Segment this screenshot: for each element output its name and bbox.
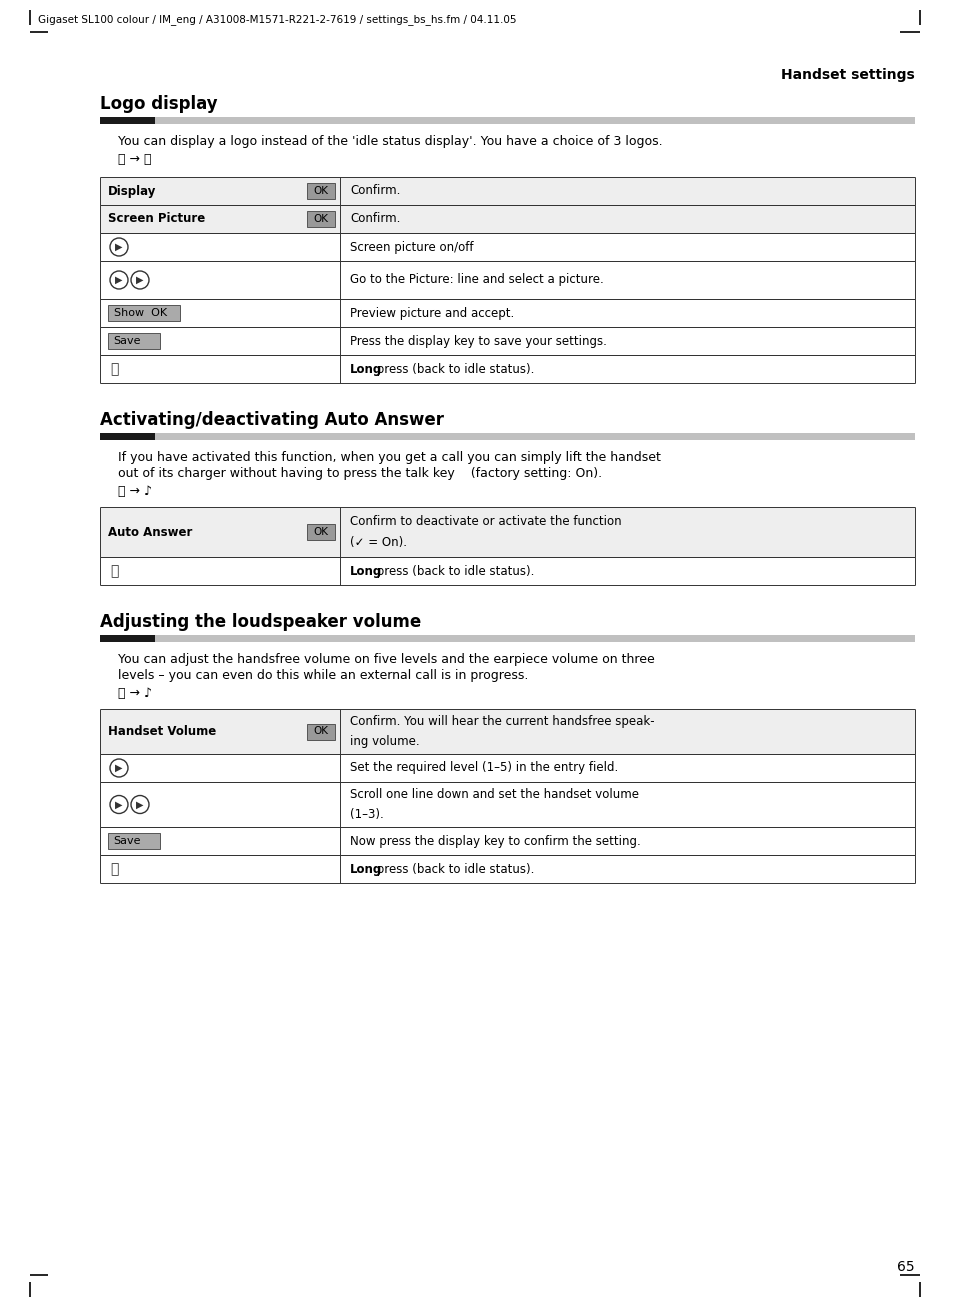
- Text: Save: Save: [112, 336, 140, 346]
- Text: Confirm.: Confirm.: [350, 184, 400, 197]
- Bar: [100, 356, 914, 383]
- Bar: [154, 635, 914, 642]
- Bar: [307, 524, 335, 540]
- Text: You can display a logo instead of the 'idle status display'. You have a choice o: You can display a logo instead of the 'i…: [118, 135, 662, 148]
- Text: You can adjust the handsfree volume on five levels and the earpiece volume on th: You can adjust the handsfree volume on f…: [118, 654, 654, 667]
- Text: Ⓐ → ♪: Ⓐ → ♪: [118, 485, 152, 498]
- Text: ▶: ▶: [115, 763, 123, 772]
- Text: Now press the display key to confirm the setting.: Now press the display key to confirm the…: [350, 834, 640, 847]
- Bar: [100, 233, 914, 261]
- Text: Gigaset SL100 colour / IM_eng / A31008-M1571-R221-2-7619 / settings_bs_hs.fm / 0: Gigaset SL100 colour / IM_eng / A31008-M…: [38, 14, 516, 25]
- Bar: [100, 261, 914, 299]
- Bar: [154, 118, 914, 124]
- Text: Long: Long: [350, 565, 382, 578]
- Text: press (back to idle status).: press (back to idle status).: [373, 565, 534, 578]
- Text: press (back to idle status).: press (back to idle status).: [373, 863, 534, 876]
- Text: levels – you can even do this while an external call is in progress.: levels – you can even do this while an e…: [118, 669, 528, 682]
- Text: Long: Long: [350, 863, 382, 876]
- Text: Save: Save: [112, 836, 140, 846]
- Text: Handset Volume: Handset Volume: [108, 725, 216, 738]
- Text: 📞: 📞: [110, 863, 118, 876]
- Text: ▶: ▶: [136, 800, 144, 809]
- Text: OK: OK: [314, 214, 328, 223]
- Text: ▶: ▶: [115, 242, 123, 252]
- Bar: [100, 754, 914, 782]
- Bar: [100, 708, 914, 754]
- Bar: [100, 827, 914, 855]
- Bar: [100, 782, 914, 827]
- Text: OK: OK: [314, 727, 328, 737]
- Text: out of its charger without having to press the talk key    (factory setting: On): out of its charger without having to pre…: [118, 467, 601, 480]
- Text: Long: Long: [350, 362, 382, 375]
- Text: Show  OK: Show OK: [113, 308, 167, 318]
- Bar: [307, 210, 335, 227]
- Text: Press the display key to save your settings.: Press the display key to save your setti…: [350, 335, 606, 348]
- Bar: [100, 327, 914, 356]
- Text: Confirm to deactivate or activate the function: Confirm to deactivate or activate the fu…: [350, 515, 621, 528]
- Bar: [108, 305, 180, 322]
- Text: Activating/deactivating Auto Answer: Activating/deactivating Auto Answer: [100, 410, 443, 429]
- Text: Logo display: Logo display: [100, 95, 217, 112]
- Bar: [100, 205, 914, 233]
- Text: Ⓐ → ♪: Ⓐ → ♪: [118, 687, 152, 701]
- Bar: [108, 333, 160, 349]
- Text: Preview picture and accept.: Preview picture and accept.: [350, 307, 514, 319]
- Bar: [100, 433, 154, 440]
- Bar: [307, 724, 335, 740]
- Text: OK: OK: [314, 186, 328, 196]
- Text: 📞: 📞: [110, 565, 118, 578]
- Text: Screen Picture: Screen Picture: [108, 213, 205, 226]
- Text: Display: Display: [108, 184, 156, 197]
- Text: (1–3).: (1–3).: [350, 808, 383, 821]
- Bar: [100, 855, 914, 884]
- Text: Set the required level (1–5) in the entry field.: Set the required level (1–5) in the entr…: [350, 762, 618, 775]
- Bar: [100, 635, 154, 642]
- Text: Confirm. You will hear the current handsfree speak-: Confirm. You will hear the current hands…: [350, 715, 654, 728]
- Text: Auto Answer: Auto Answer: [108, 525, 193, 538]
- Bar: [100, 118, 154, 124]
- Bar: [108, 833, 160, 850]
- Bar: [100, 557, 914, 586]
- Bar: [100, 507, 914, 557]
- Text: ▶: ▶: [115, 800, 123, 809]
- Text: ▶: ▶: [136, 274, 144, 285]
- Text: Adjusting the loudspeaker volume: Adjusting the loudspeaker volume: [100, 613, 421, 631]
- Text: (✓ = On).: (✓ = On).: [350, 536, 407, 549]
- Text: press (back to idle status).: press (back to idle status).: [373, 362, 534, 375]
- Text: Scroll one line down and set the handset volume: Scroll one line down and set the handset…: [350, 788, 639, 801]
- Bar: [154, 433, 914, 440]
- Bar: [100, 299, 914, 327]
- Text: Handset settings: Handset settings: [781, 68, 914, 82]
- Text: Screen picture on/off: Screen picture on/off: [350, 240, 473, 254]
- Text: Confirm.: Confirm.: [350, 213, 400, 226]
- Text: 65: 65: [897, 1260, 914, 1274]
- Text: OK: OK: [314, 527, 328, 537]
- Text: Go to the Picture: line and select a picture.: Go to the Picture: line and select a pic…: [350, 273, 603, 286]
- Text: 📞: 📞: [110, 362, 118, 376]
- Text: ▶: ▶: [115, 274, 123, 285]
- Bar: [307, 183, 335, 199]
- Bar: [100, 176, 914, 205]
- Text: ing volume.: ing volume.: [350, 735, 419, 748]
- Text: Ⓐ → ⒰: Ⓐ → ⒰: [118, 153, 152, 166]
- Text: If you have activated this function, when you get a call you can simply lift the: If you have activated this function, whe…: [118, 451, 660, 464]
